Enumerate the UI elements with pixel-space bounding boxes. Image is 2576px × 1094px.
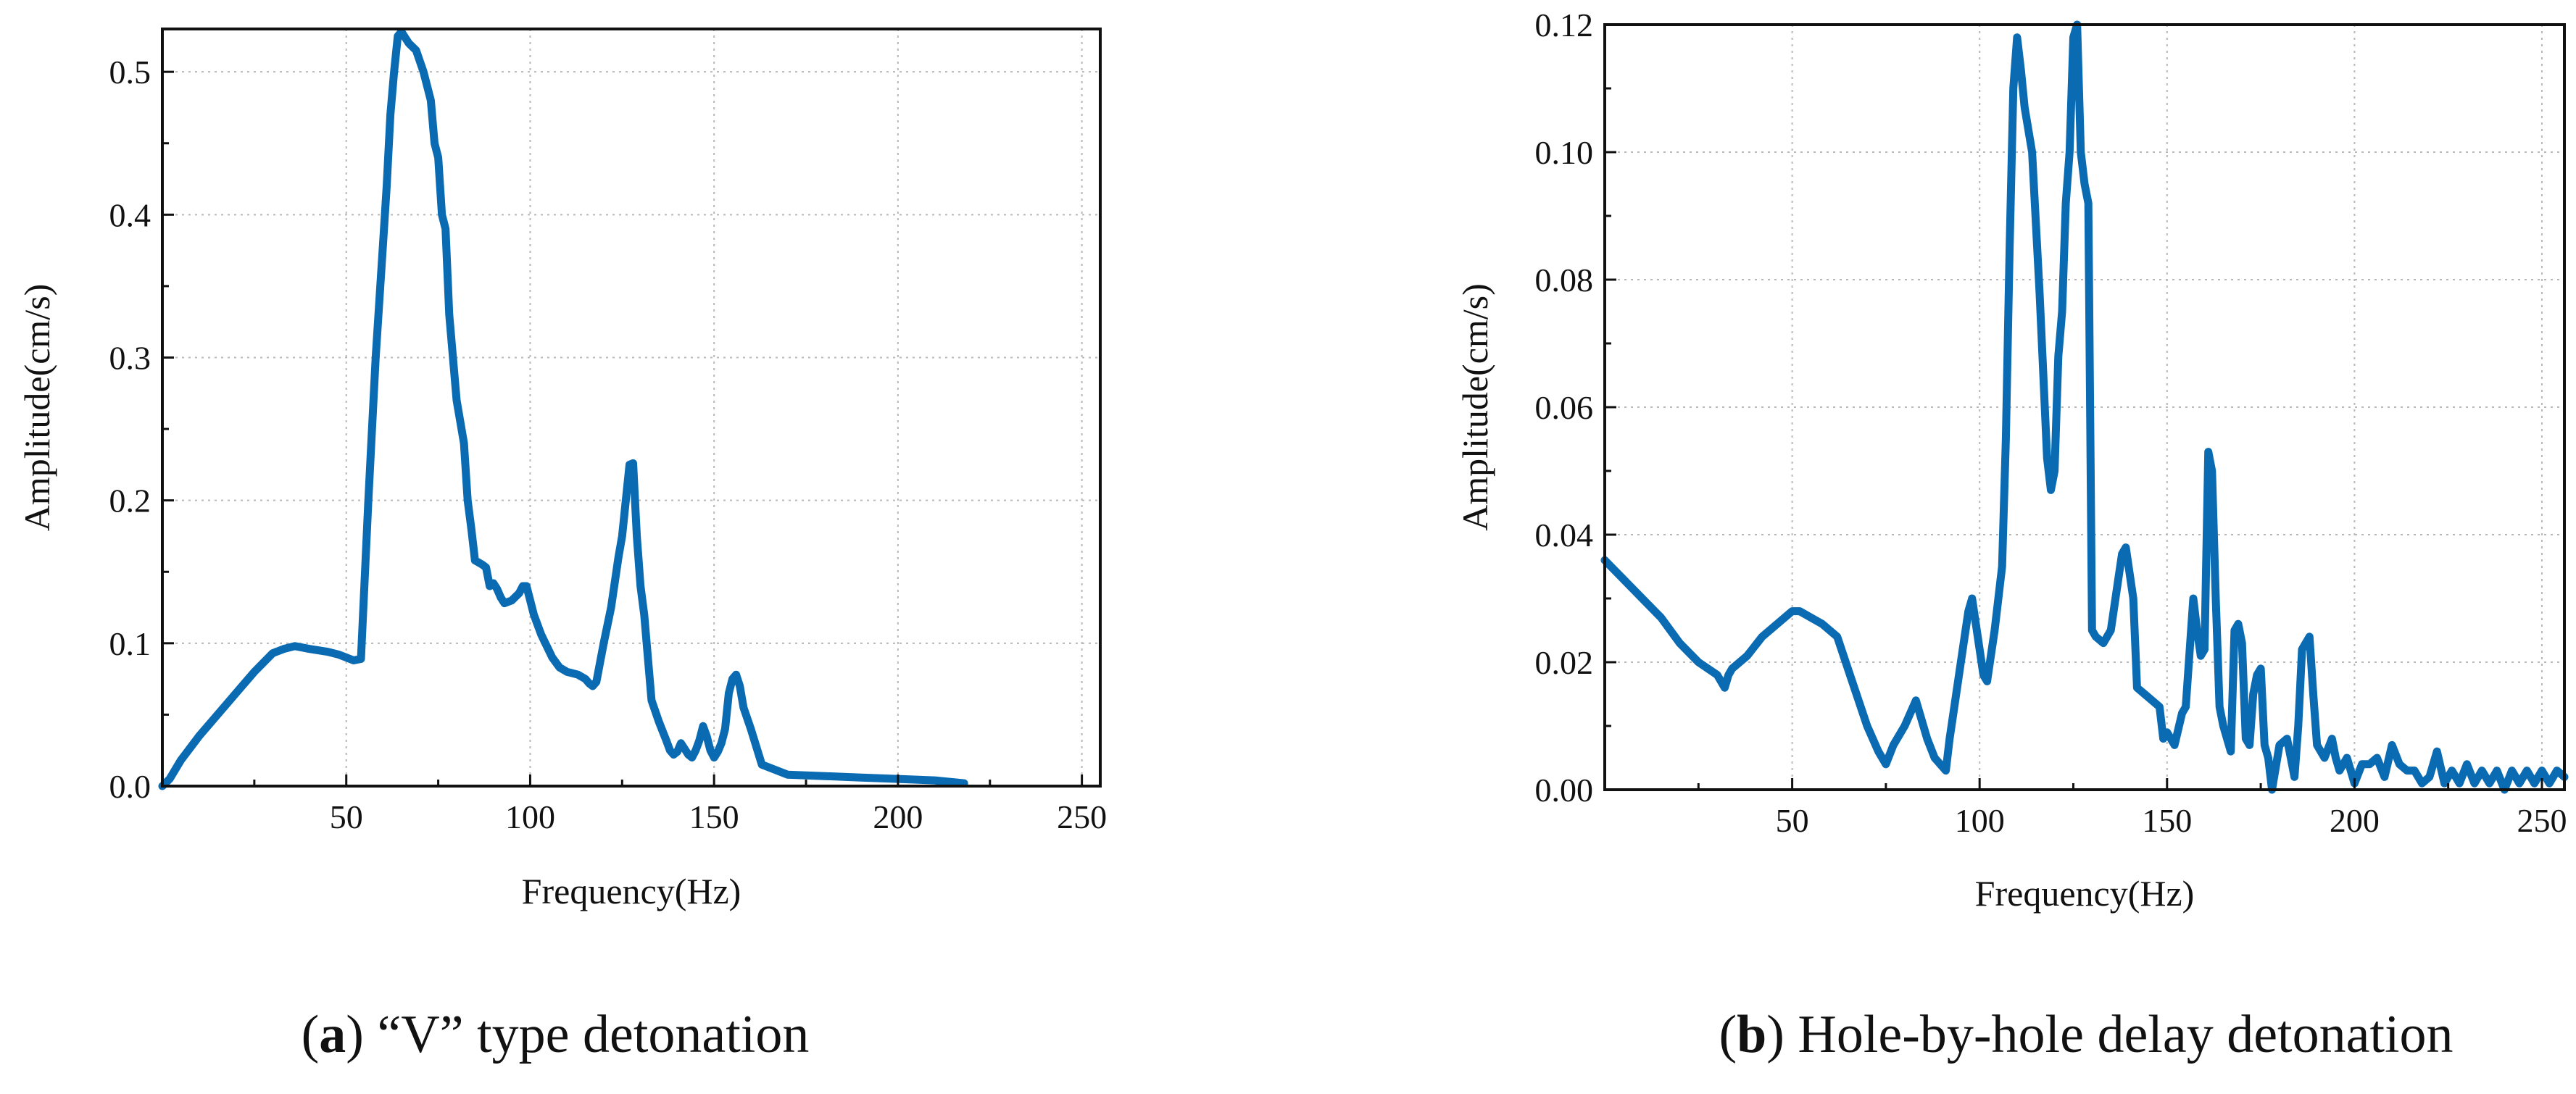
y-tick-label: 0.2 (109, 483, 151, 519)
y-tick-label: 0.10 (1535, 134, 1594, 171)
x-tick-label: 100 (1955, 802, 2005, 839)
x-tick-label: 200 (873, 798, 923, 835)
x-tick-label: 150 (2142, 802, 2192, 839)
x-axis-title: Frequency(Hz) (522, 871, 741, 911)
caption-text: Hole-by-hole delay detonation (1784, 1005, 2454, 1064)
panel-caption: (b) Hole-by-hole delay detonation (1719, 1005, 2453, 1064)
y-axis-title: Amplitude(cm/s) (17, 284, 57, 532)
x-tick-label: 50 (1776, 802, 1809, 839)
caption-open-paren: ( (302, 1005, 320, 1064)
x-tick-label: 150 (689, 798, 739, 835)
y-tick-label: 0.3 (109, 339, 151, 376)
data-series-line (158, 28, 968, 790)
caption-letter: a (319, 1005, 346, 1064)
x-tick-label: 100 (505, 798, 555, 835)
plot-frame (161, 28, 1102, 788)
caption-close-paren: ) (1766, 1005, 1784, 1064)
y-tick-label: 0.02 (1535, 644, 1594, 681)
y-tick-label: 0.12 (1535, 7, 1594, 43)
caption-text: “V” type detonation (364, 1005, 809, 1064)
x-tick-label: 50 (330, 798, 363, 835)
y-tick-label: 0.04 (1535, 517, 1594, 554)
y-tick-label: 0.1 (109, 625, 151, 662)
y-tick-label: 0.0 (109, 768, 151, 805)
y-tick-label: 0.4 (109, 196, 151, 233)
caption-letter: b (1737, 1005, 1766, 1064)
y-tick-label: 0.00 (1535, 772, 1594, 809)
x-axis-title: Frequency(Hz) (1975, 873, 2195, 914)
data-series-line (1600, 20, 2569, 794)
caption-close-paren: ) (346, 1005, 364, 1064)
x-tick-label: 200 (2330, 802, 2380, 839)
caption-open-paren: ( (1719, 1005, 1737, 1064)
chart-panel-a: 50 100 150 200 250 0.0 0.1 0.2 0.3 0.4 0.5 Frequenc… (17, 28, 1107, 1064)
x-tick-label: 250 (2517, 802, 2567, 839)
x-tick-label: 250 (1057, 798, 1107, 835)
y-axis-title: Amplitude(cm/s) (1455, 283, 1495, 531)
panel-caption: (a) “V” type detonation (302, 1005, 810, 1064)
y-tick-label: 0.5 (109, 54, 151, 91)
chart-panel-b: 50 100 150 200 250 0.00 0.02 0.04 0.06 0.08 0.10 0.… (1455, 7, 2569, 1064)
y-tick-label: 0.06 (1535, 389, 1594, 426)
y-tick-label: 0.08 (1535, 262, 1594, 298)
